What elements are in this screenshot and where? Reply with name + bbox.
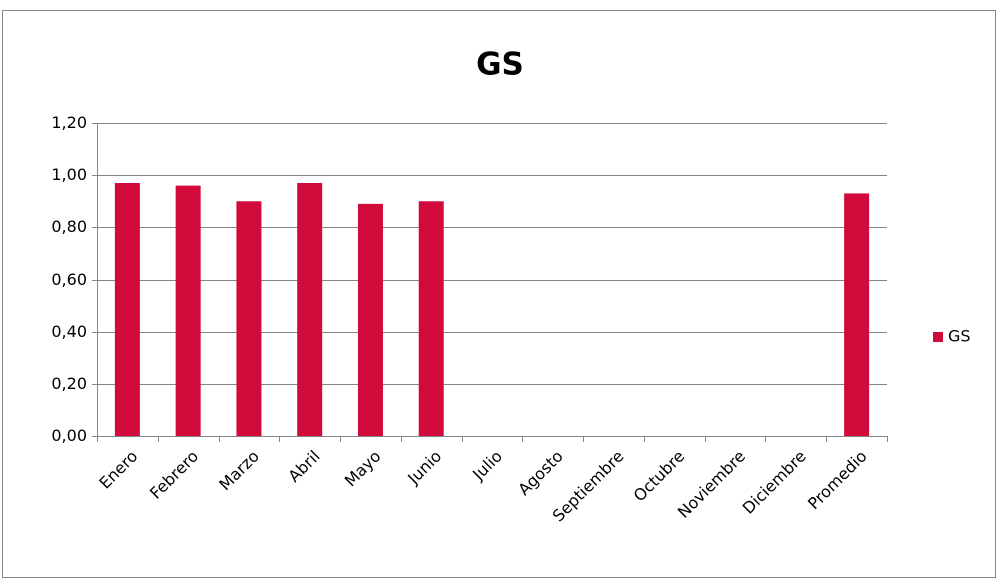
y-tick-label: 0,40 [51,322,87,341]
y-tick-label: 1,00 [51,165,87,184]
y-tick-label: 0,60 [51,270,87,289]
y-tick-label: 0,00 [51,426,87,445]
bar [297,182,323,436]
bar [418,201,444,436]
legend-swatch [933,332,943,342]
chart-title: GS [476,47,524,83]
y-tick-label: 1,20 [51,113,87,132]
chart-border [2,10,996,578]
y-tick-label: 0,20 [51,374,87,393]
bar [357,203,383,436]
y-tick-label: 0,80 [51,217,87,236]
bar [236,201,262,436]
bar [844,193,870,436]
bar [114,182,140,436]
legend-label: GS [948,327,971,346]
bar [175,185,201,436]
